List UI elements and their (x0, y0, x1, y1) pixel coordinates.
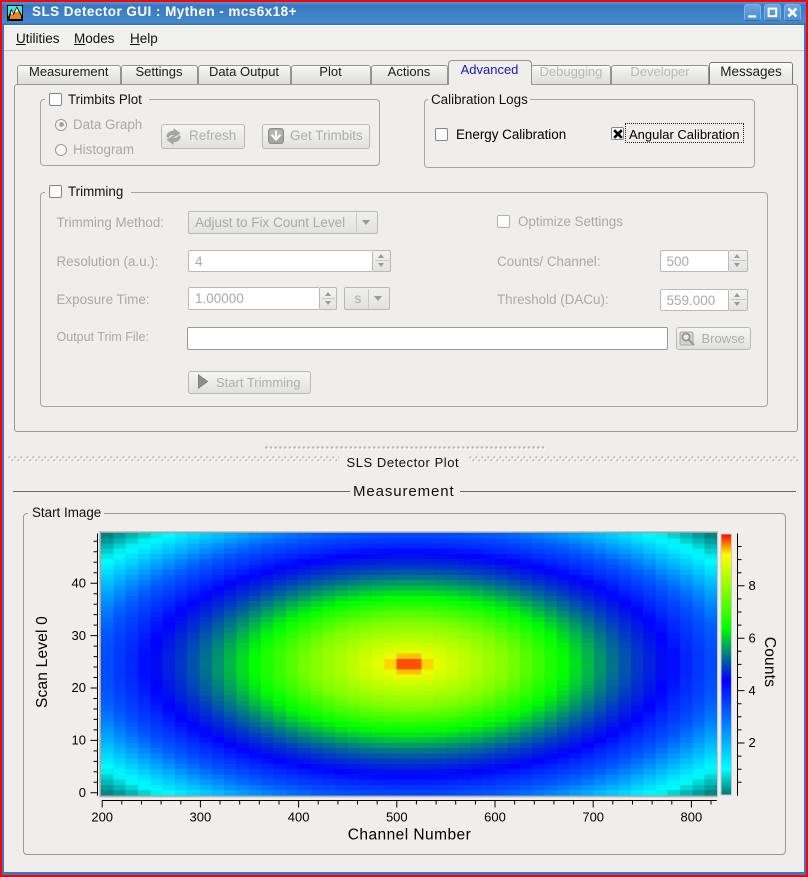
svg-text:Counts: Counts (761, 637, 778, 687)
svg-text:500: 500 (386, 810, 408, 825)
svg-text:600: 600 (484, 810, 506, 825)
svg-text:Channel Number: Channel Number (348, 827, 471, 844)
svg-text:0: 0 (79, 785, 86, 800)
svg-text:30: 30 (72, 628, 86, 643)
svg-text:800: 800 (681, 810, 703, 825)
svg-text:20: 20 (72, 680, 86, 695)
svg-text:8: 8 (749, 578, 756, 593)
svg-text:4: 4 (749, 683, 756, 698)
svg-text:6: 6 (749, 630, 756, 645)
svg-text:40: 40 (72, 575, 86, 590)
svg-text:10: 10 (72, 733, 86, 748)
svg-text:700: 700 (582, 810, 604, 825)
svg-text:300: 300 (190, 810, 212, 825)
svg-text:2: 2 (749, 735, 756, 750)
svg-text:400: 400 (288, 810, 310, 825)
svg-text:Scan Level 0: Scan Level 0 (34, 616, 51, 708)
svg-text:200: 200 (91, 810, 113, 825)
